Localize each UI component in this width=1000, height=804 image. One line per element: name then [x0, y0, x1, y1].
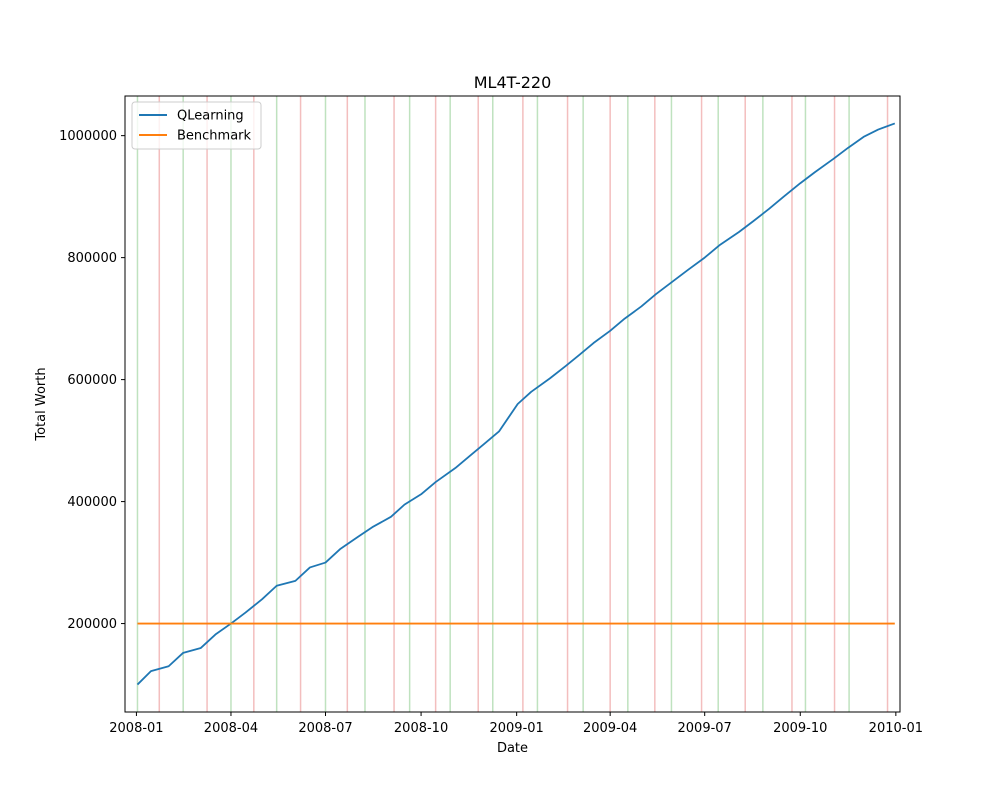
y-axis-label: Total Worth [34, 367, 49, 441]
legend-box [131, 101, 262, 150]
y-tick-label-1: 400000 [67, 495, 117, 510]
legend-label-benchmark: Benchmark [177, 129, 252, 144]
legend: QLearning Benchmark [131, 101, 262, 150]
x-tick-label-6: 2009-07 [678, 721, 732, 736]
trade-signal-lines [136, 96, 889, 712]
y-tick-label-2: 600000 [67, 373, 117, 388]
y-axis-ticks: 200000 400000 600000 800000 1000000 [59, 129, 125, 632]
y-tick-label-3: 800000 [67, 251, 117, 266]
chart-title: ML4T-220 [474, 73, 552, 92]
series-lines [136, 122, 896, 686]
x-tick-label-8: 2010-01 [869, 721, 923, 736]
y-tick-label-0: 200000 [67, 617, 117, 632]
plot-frame [124, 95, 901, 713]
x-tick-label-2: 2008-07 [298, 721, 352, 736]
x-tick-label-3: 2008-10 [394, 721, 448, 736]
y-tick-label-4: 1000000 [59, 129, 117, 144]
legend-label-qlearning: QLearning [177, 109, 244, 124]
x-tick-label-5: 2009-04 [583, 721, 637, 736]
x-axis-ticks: 2008-01 2008-04 2008-07 2008-10 2009-01 2009-… [109, 712, 923, 736]
x-tick-label-7: 2009-10 [773, 721, 827, 736]
x-tick-label-0: 2008-01 [109, 721, 163, 736]
x-tick-label-4: 2009-01 [489, 721, 543, 736]
series-line-qlearning [136, 122, 896, 686]
x-axis-label: Date [497, 741, 528, 756]
x-tick-label-1: 2008-04 [204, 721, 258, 736]
plot-area-background [125, 96, 900, 712]
